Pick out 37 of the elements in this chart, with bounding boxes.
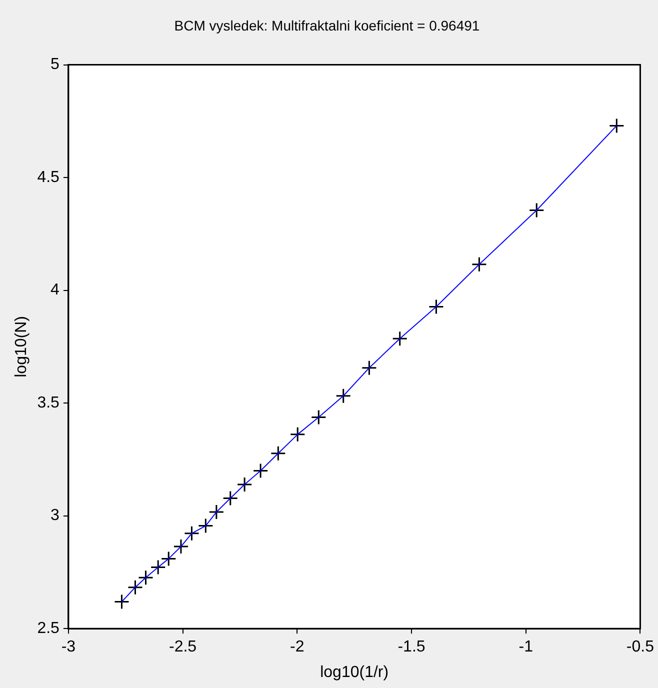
y-tick-label: 2.5: [37, 620, 60, 638]
point: [150, 560, 166, 576]
point: [138, 570, 154, 586]
point: [471, 256, 487, 272]
x-tick-label: -2: [290, 638, 304, 656]
point: [290, 426, 306, 442]
point: [236, 476, 252, 492]
point: [336, 388, 352, 404]
y-tick-label: 4.5: [37, 168, 60, 186]
point: [392, 330, 408, 346]
point: [160, 550, 176, 566]
point: [528, 202, 544, 218]
chart-title: BCM vysledek: Multifraktalni koeficient = 0.96491: [174, 17, 480, 34]
point: [270, 446, 286, 462]
point: [608, 118, 624, 134]
point: [428, 299, 444, 315]
point: [184, 526, 200, 542]
x-tick-label: -0.5: [626, 638, 654, 656]
point: [361, 360, 377, 376]
y-tick-label: 4: [50, 282, 60, 299]
x-axis-title: log10(1/r): [320, 664, 389, 681]
x-tick-label: -1: [518, 638, 534, 656]
x-tick-label: -1.5: [398, 638, 426, 656]
y-tick-label: 3: [50, 507, 60, 524]
point: [222, 490, 238, 506]
y-axis-title: log10(N): [13, 316, 30, 378]
point: [208, 504, 224, 520]
x-tick-label: -3: [61, 638, 76, 656]
point: [173, 538, 189, 554]
point: [198, 518, 214, 534]
point: [252, 462, 268, 478]
x-tick-label: -2.5: [169, 638, 197, 656]
y-tick-label: 5: [50, 56, 60, 74]
point: [127, 580, 143, 596]
point: [310, 410, 326, 426]
point: [114, 594, 130, 610]
y-tick-label: 3.5: [37, 394, 60, 412]
